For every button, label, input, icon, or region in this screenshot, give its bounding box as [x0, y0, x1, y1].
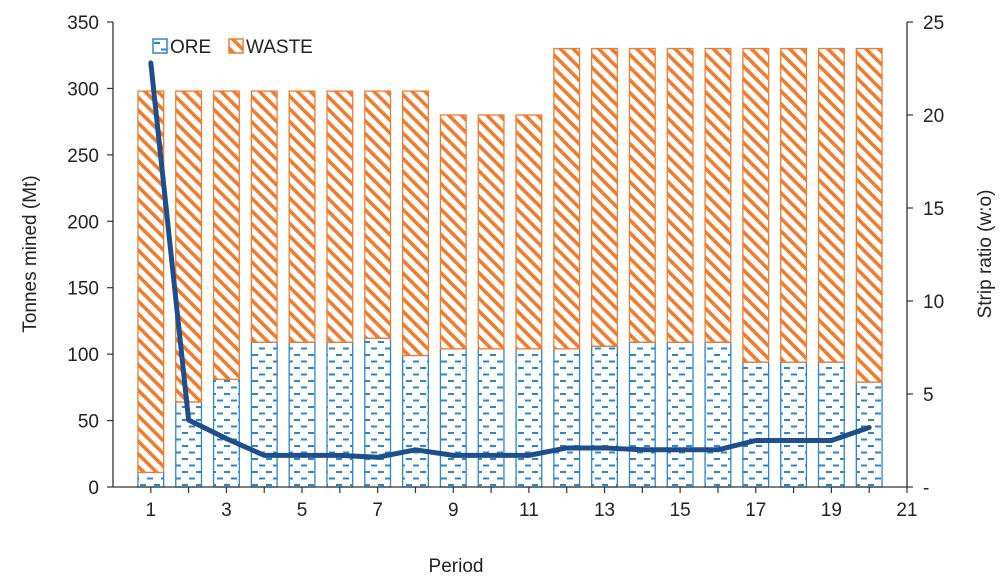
y2-tick-label: 20 [923, 106, 944, 127]
x-tick-label: 17 [745, 500, 766, 521]
y2-tick-label: 10 [923, 292, 944, 313]
bar-waste-8 [401, 90, 429, 357]
bar-waste-19 [817, 47, 845, 363]
y-axis-ticks: 0 50 100 150 200 250 300 350 [67, 13, 113, 499]
x-tick-label: 15 [670, 500, 691, 521]
x-tick-label: 19 [821, 500, 842, 521]
y2-tick-label: 5 [923, 385, 934, 406]
bar-waste-6 [326, 90, 354, 343]
y-tick-label: 100 [67, 345, 99, 366]
bar-waste-18 [780, 47, 808, 363]
bar-ore-13 [591, 345, 619, 488]
bar-ore-9 [439, 348, 467, 488]
y2-tick-label: - [923, 478, 929, 499]
bars-layer [137, 47, 883, 488]
bar-ore-12 [553, 348, 581, 488]
strip-ratio-line-layer [148, 60, 872, 460]
bar-ore-8 [401, 354, 429, 488]
bar-ore-11 [515, 348, 543, 488]
bar-waste-5 [288, 90, 316, 343]
legend-waste-label: WASTE [246, 37, 313, 58]
y-tick-label: 0 [88, 478, 99, 499]
y-tick-label: 150 [67, 279, 99, 300]
y-tick-label: 250 [67, 146, 99, 167]
bar-ore-6 [326, 341, 354, 488]
bar-ore-1 [137, 471, 165, 488]
bar-ore-10 [477, 348, 505, 488]
y2-axis-ticks: - 5 10 15 20 25 [907, 13, 944, 499]
bar-ore-19 [817, 361, 845, 488]
bar-waste-4 [250, 90, 278, 343]
strip-ratio-line [148, 60, 872, 460]
bar-ore-18 [780, 361, 808, 488]
x-tick-label: 13 [594, 500, 615, 521]
axes [112, 22, 908, 488]
bar-ore-7 [364, 337, 392, 488]
x-axis-ticks: 1 3 5 7 9 11 13 15 17 19 21 [146, 487, 918, 521]
legend-ore-label: ORE [170, 37, 211, 58]
y2-axis-title: Strip ratio (w:o) [975, 190, 996, 319]
x-tick-label: 7 [372, 500, 383, 521]
bar-waste-17 [742, 47, 770, 363]
x-tick-label: 1 [146, 500, 157, 521]
bar-waste-12 [553, 47, 581, 350]
x-tick-label: 21 [896, 500, 917, 521]
bar-ore-17 [742, 361, 770, 488]
y-tick-label: 200 [67, 212, 99, 233]
bar-ore-4 [250, 341, 278, 488]
bar-ore-15 [666, 341, 694, 488]
x-axis-title: Period [429, 556, 484, 577]
legend: ORE WASTE [152, 37, 313, 58]
x-tick-label: 11 [519, 500, 539, 521]
bar-waste-14 [628, 47, 656, 343]
bar-waste-11 [515, 114, 543, 350]
y-tick-label: 300 [67, 79, 99, 100]
y-tick-label: 50 [78, 412, 99, 433]
y2-tick-label: 25 [923, 13, 944, 34]
bar-waste-16 [704, 47, 732, 343]
x-tick-label: 9 [448, 500, 459, 521]
bar-waste-3 [212, 90, 240, 381]
bar-waste-20 [855, 47, 883, 383]
y-tick-label: 350 [67, 13, 99, 34]
bar-ore-14 [628, 341, 656, 488]
bar-ore-20 [855, 381, 883, 488]
bar-waste-10 [477, 114, 505, 350]
x-tick-label: 5 [297, 500, 308, 521]
legend-waste-swatch [228, 38, 244, 54]
bar-waste-15 [666, 47, 694, 343]
bar-ore-16 [704, 341, 732, 488]
bar-ore-5 [288, 341, 316, 488]
y2-tick-label: 15 [923, 199, 944, 220]
bar-waste-7 [364, 90, 392, 339]
y-axis-title: Tonnes mined (Mt) [20, 175, 41, 332]
legend-ore-swatch [152, 38, 168, 54]
bar-waste-13 [591, 47, 619, 347]
x-tick-label: 3 [221, 500, 232, 521]
bar-waste-9 [439, 114, 467, 350]
